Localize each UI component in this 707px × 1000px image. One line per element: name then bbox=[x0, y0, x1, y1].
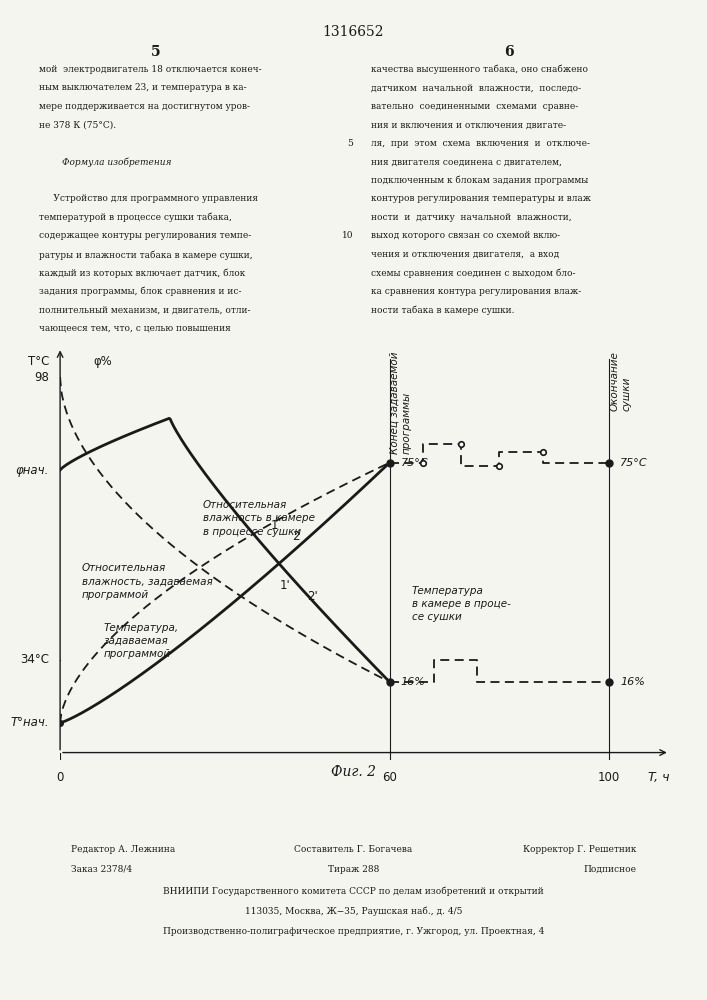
Text: Относительная
влажность, задаваемая
программой: Относительная влажность, задаваемая прог… bbox=[82, 563, 213, 600]
Text: Формула изобретения: Формула изобретения bbox=[39, 157, 171, 167]
Text: мере поддерживается на достигнутом уров-: мере поддерживается на достигнутом уров- bbox=[39, 102, 250, 111]
Text: 1316652: 1316652 bbox=[323, 25, 384, 39]
Text: 100: 100 bbox=[598, 771, 621, 784]
Text: 75°С: 75°С bbox=[620, 458, 648, 468]
Text: 60: 60 bbox=[382, 771, 397, 784]
Text: чающееся тем, что, с целью повышения: чающееся тем, что, с целью повышения bbox=[39, 324, 230, 333]
Text: 2: 2 bbox=[293, 530, 300, 543]
Text: T, ч: T, ч bbox=[648, 771, 670, 784]
Text: ния и включения и отключения двигате-: ния и включения и отключения двигате- bbox=[371, 120, 566, 129]
Text: T°нач.: T°нач. bbox=[11, 716, 49, 729]
Text: 5: 5 bbox=[348, 139, 354, 148]
Text: не 378 К (75°С).: не 378 К (75°С). bbox=[39, 120, 116, 129]
Text: 10: 10 bbox=[342, 231, 354, 240]
Text: чения и отключения двигателя,  а вход: чения и отключения двигателя, а вход bbox=[371, 250, 559, 259]
Text: Конец задаваемой
программы: Конец задаваемой программы bbox=[390, 351, 412, 454]
Text: каждый из которых включает датчик, блок: каждый из которых включает датчик, блок bbox=[39, 268, 245, 278]
Text: ратуры и влажности табака в камере сушки,: ратуры и влажности табака в камере сушки… bbox=[39, 250, 252, 259]
Text: ности табака в камере сушки.: ности табака в камере сушки. bbox=[371, 305, 515, 315]
Text: вательно  соединенными  схемами  сравне-: вательно соединенными схемами сравне- bbox=[371, 102, 578, 111]
Text: 75°С: 75°С bbox=[401, 458, 428, 468]
Text: 16%: 16% bbox=[401, 677, 426, 687]
Text: выход которого связан со схемой вклю-: выход которого связан со схемой вклю- bbox=[371, 231, 561, 240]
Text: ка сравнения контура регулирования влаж-: ка сравнения контура регулирования влаж- bbox=[371, 287, 581, 296]
Text: температурой в процессе сушки табака,: температурой в процессе сушки табака, bbox=[39, 213, 232, 223]
Text: φ%: φ% bbox=[93, 355, 112, 368]
Text: 5: 5 bbox=[151, 45, 160, 59]
Text: качества высушенного табака, оно снабжено: качества высушенного табака, оно снабжен… bbox=[371, 65, 588, 75]
Text: T°C: T°C bbox=[28, 355, 49, 368]
Text: Устройство для программного управления: Устройство для программного управления bbox=[39, 194, 258, 203]
Text: мой  электродвигатель 18 отключается конеч-: мой электродвигатель 18 отключается коне… bbox=[39, 65, 262, 74]
Text: Заказ 2378/4: Заказ 2378/4 bbox=[71, 865, 132, 874]
Text: Окончание
сушки: Окончание сушки bbox=[609, 351, 631, 411]
Text: ности  и  датчику  начальной  влажности,: ности и датчику начальной влажности, bbox=[371, 213, 572, 222]
Text: содержащее контуры регулирования темпе-: содержащее контуры регулирования темпе- bbox=[39, 231, 251, 240]
Text: Подписное: Подписное bbox=[583, 865, 636, 874]
Text: Тираж 288: Тираж 288 bbox=[328, 865, 379, 874]
Text: ным выключателем 23, и температура в ка-: ным выключателем 23, и температура в ка- bbox=[39, 83, 247, 92]
Text: задания программы, блок сравнения и ис-: задания программы, блок сравнения и ис- bbox=[39, 287, 241, 296]
Text: 2': 2' bbox=[308, 590, 318, 603]
Text: 113035, Москва, Ж−35, Раушская наб., д. 4/5: 113035, Москва, Ж−35, Раушская наб., д. … bbox=[245, 907, 462, 916]
Text: 1: 1 bbox=[271, 519, 278, 532]
Text: 98: 98 bbox=[34, 371, 49, 384]
Text: Температура,
задаваемая
программой: Температура, задаваемая программой bbox=[104, 623, 179, 659]
Text: Температура
в камере в проце-
се сушки: Температура в камере в проце- се сушки bbox=[411, 586, 510, 622]
Text: Корректор Г. Решетник: Корректор Г. Решетник bbox=[523, 845, 636, 854]
Text: φнач.: φнач. bbox=[16, 464, 49, 477]
Text: подключенным к блокам задания программы: подключенным к блокам задания программы bbox=[371, 176, 588, 185]
Text: Составитель Г. Богачева: Составитель Г. Богачева bbox=[294, 845, 413, 854]
Text: 0: 0 bbox=[57, 771, 64, 784]
Text: 1': 1' bbox=[280, 579, 291, 592]
Text: схемы сравнения соединен с выходом бло-: схемы сравнения соединен с выходом бло- bbox=[371, 268, 575, 278]
Text: Редактор А. Лежнина: Редактор А. Лежнина bbox=[71, 845, 175, 854]
Text: Производственно-полиграфическое предприятие, г. Ужгород, ул. Проектная, 4: Производственно-полиграфическое предприя… bbox=[163, 927, 544, 936]
Text: Относительная
влажность в камере
в процессе сушки: Относительная влажность в камере в проце… bbox=[203, 500, 315, 537]
Text: контуров регулирования температуры и влаж: контуров регулирования температуры и вла… bbox=[371, 194, 591, 203]
Text: Фиг. 2: Фиг. 2 bbox=[331, 765, 376, 779]
Text: ля,  при  этом  схема  включения  и  отключе-: ля, при этом схема включения и отключе- bbox=[371, 139, 590, 148]
Text: ния двигателя соединена с двигателем,: ния двигателя соединена с двигателем, bbox=[371, 157, 562, 166]
Text: 6: 6 bbox=[504, 45, 514, 59]
Text: 34°С: 34°С bbox=[20, 653, 49, 666]
Text: 16%: 16% bbox=[620, 677, 645, 687]
Text: датчиком  начальной  влажности,  последо-: датчиком начальной влажности, последо- bbox=[371, 83, 581, 92]
Text: полнительный механизм, и двигатель, отли-: полнительный механизм, и двигатель, отли… bbox=[39, 305, 250, 314]
Text: ВНИИПИ Государственного комитета СССР по делам изобретений и открытий: ВНИИПИ Государственного комитета СССР по… bbox=[163, 887, 544, 896]
